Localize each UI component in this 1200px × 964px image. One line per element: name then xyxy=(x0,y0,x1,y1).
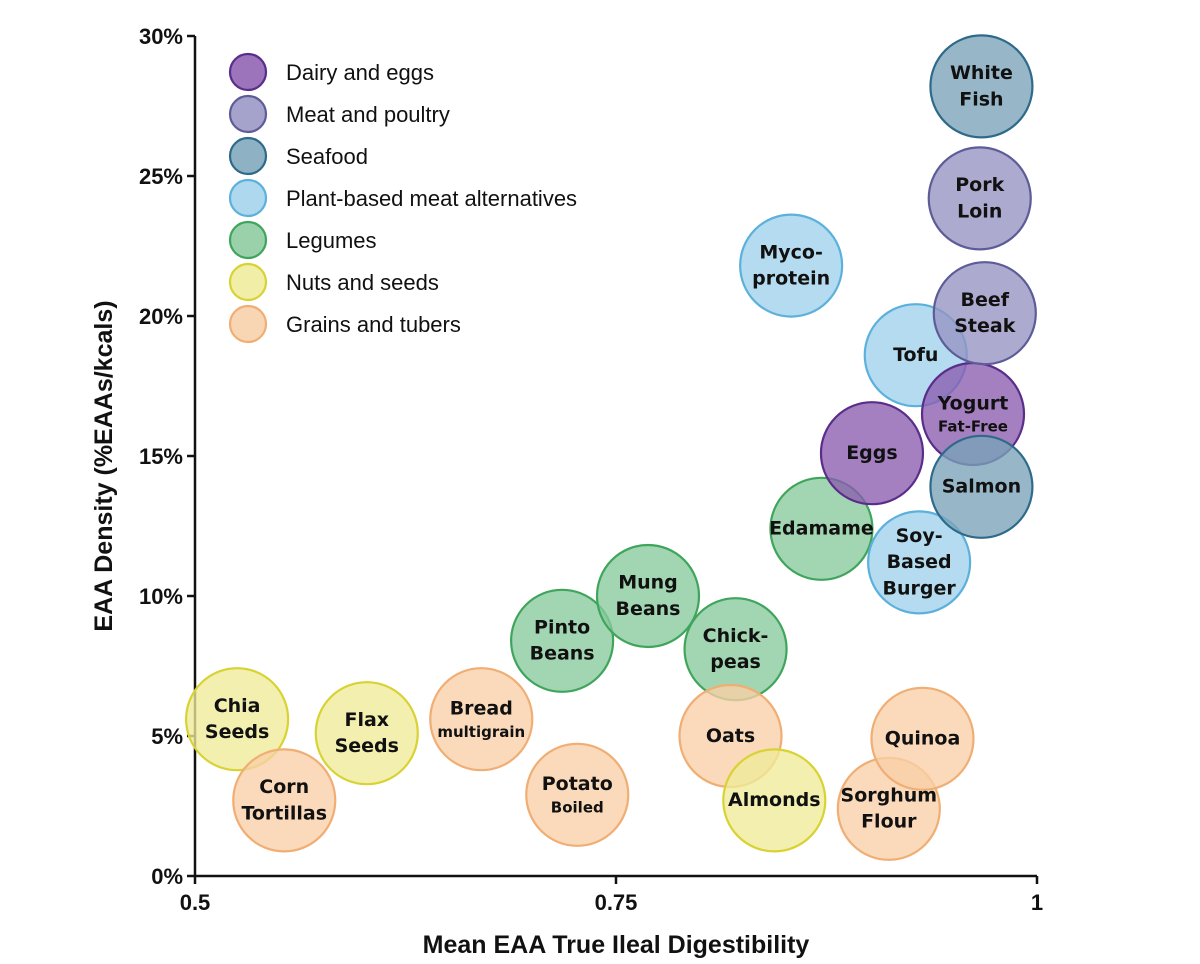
bubble-pinto-beans xyxy=(510,588,615,693)
legend-label-legumes: Legumes xyxy=(286,228,377,253)
y-axis-title: EAA Density (%EAAs/kcals) xyxy=(90,300,118,631)
bubble-label-sorghum-flour: Flour xyxy=(861,811,917,833)
y-tick-label: 10% xyxy=(139,584,183,609)
y-tick-label: 20% xyxy=(139,304,183,329)
bubble-label-oats: Oats xyxy=(706,725,755,747)
legend-label-nuts: Nuts and seeds xyxy=(286,270,439,295)
bubble-label-bread-multigrain: Bread xyxy=(450,698,513,720)
bubbles-layer xyxy=(185,34,1037,861)
bubble-label-beef-steak: Steak xyxy=(954,315,1015,337)
legend-swatch-meat xyxy=(228,94,268,134)
bubble-almonds xyxy=(722,748,827,853)
bubble-label-yogurt-fat-free: Yogurt xyxy=(937,392,1009,414)
bubble-label-almonds: Almonds xyxy=(728,789,821,811)
bubble-label-soy-based-burger: Burger xyxy=(882,577,956,599)
bubble-label-flax-seeds: Seeds xyxy=(335,735,399,757)
bubble-label-beef-steak: Beef xyxy=(961,289,1010,311)
bubble-label-myco-protein: Myco- xyxy=(759,241,823,263)
bubble-label-pork-loin: Pork xyxy=(955,174,1004,196)
x-tick-label: 1 xyxy=(1031,890,1043,915)
bubble-label-white-fish: White xyxy=(950,62,1013,84)
bubble-label-chick-peas: Chick- xyxy=(703,625,769,647)
bubble-white-fish xyxy=(929,34,1034,139)
bubble-label-eggs: Eggs xyxy=(846,442,898,464)
legend: Dairy and eggs Meat and poultry Seafood Pla… xyxy=(228,52,577,344)
legend-swatch-grains xyxy=(228,304,268,344)
bubble-label-corn-tortillas: Corn xyxy=(259,776,309,798)
legend-label-seafood: Seafood xyxy=(286,144,368,169)
bubble-label-pinto-beans: Pinto xyxy=(534,616,590,638)
legend-swatch-legumes xyxy=(228,220,268,260)
bubble-label-chia-seeds: Chia xyxy=(214,695,261,717)
y-tick-label: 5% xyxy=(151,724,183,749)
legend-label-meat: Meat and poultry xyxy=(286,102,450,127)
bubble-label-potato-boiled: Potato xyxy=(542,773,613,795)
bubble-label-myco-protein: protein xyxy=(752,267,830,289)
bubble-label-soy-based-burger: Soy- xyxy=(896,525,943,547)
bubble-label-pinto-beans: Beans xyxy=(530,643,595,665)
bubble-label-soy-based-burger: Based xyxy=(887,551,952,573)
y-tick-label: 0% xyxy=(151,864,183,889)
y-tick-label: 30% xyxy=(139,24,183,49)
bubble-label-edamame: Edamame xyxy=(769,518,874,540)
bubble-soy-based-burger xyxy=(867,510,972,615)
legend-label-plant: Plant-based meat alternatives xyxy=(286,186,577,211)
bubble-label-pork-loin: Loin xyxy=(957,200,1002,222)
bubble-label-chick-peas: peas xyxy=(710,651,761,673)
bubble-label-tofu: Tofu xyxy=(893,344,938,366)
bubble-salmon xyxy=(929,434,1034,539)
y-tick-label: 25% xyxy=(139,164,183,189)
legend-swatch-dairy xyxy=(228,52,268,92)
bubble-label-potato-boiled: Boiled xyxy=(551,798,604,816)
legend-swatch-plant xyxy=(228,178,268,218)
bubble-labels-layer: Chia Seeds Corn Tortillas Flax Seeds Bread mult… xyxy=(205,62,1021,833)
bubble-potato-boiled xyxy=(525,742,630,847)
x-tick-label: 0.75 xyxy=(595,890,638,915)
bubble-label-mung-beans: Mung xyxy=(618,572,678,594)
bubble-label-sorghum-flour: Sorghum xyxy=(841,784,938,806)
bubble-myco-protein xyxy=(739,213,844,318)
bubble-mung-beans xyxy=(595,543,701,649)
bubble-label-salmon: Salmon xyxy=(942,476,1021,498)
y-tick-label: 15% xyxy=(139,444,183,469)
bubble-label-corn-tortillas: Tortillas xyxy=(241,802,327,824)
legend-label-grains: Grains and tubers xyxy=(286,312,461,337)
bubble-label-chia-seeds: Seeds xyxy=(205,721,269,743)
bubble-label-yogurt-fat-free: Fat-Free xyxy=(938,418,1008,436)
bubble-corn-tortillas xyxy=(232,748,337,853)
legend-label-dairy: Dairy and eggs xyxy=(286,60,434,85)
bubble-label-quinoa: Quinoa xyxy=(885,728,961,750)
bubble-bread-multigrain xyxy=(429,667,534,772)
x-tick-label: 0.5 xyxy=(180,890,211,915)
axes-layer: 0% 5% 10% 15% 20% 25% 30% 0.5 0.75 1 xyxy=(139,24,1043,915)
bubble-chia-seeds xyxy=(185,667,290,772)
bubble-label-white-fish: Fish xyxy=(959,88,1003,110)
bubble-label-bread-multigrain: multigrain xyxy=(437,723,525,741)
bubble-label-mung-beans: Beans xyxy=(615,598,680,620)
legend-swatch-nuts xyxy=(228,262,268,302)
legend-swatch-seafood xyxy=(228,136,268,176)
bubble-label-flax-seeds: Flax xyxy=(344,709,389,731)
bubble-flax-seeds xyxy=(314,681,419,786)
x-axis-title: Mean EAA True Ileal Digestibility xyxy=(423,931,810,959)
bubble-eggs xyxy=(819,401,925,506)
bubble-quinoa xyxy=(870,686,975,791)
bubble-beef-steak xyxy=(932,261,1037,366)
bubble-edamame xyxy=(769,476,874,581)
bubble-pork-loin xyxy=(927,146,1032,251)
